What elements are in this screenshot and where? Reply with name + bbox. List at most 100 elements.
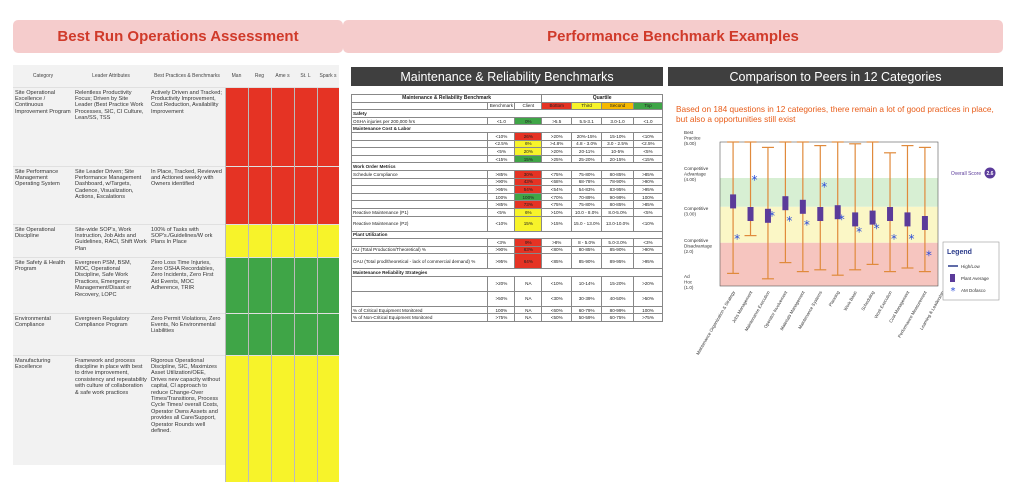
benchmark-value-cell: 8 - 5.0%	[571, 238, 603, 247]
benchmark-value-cell: 5.5-3.1	[571, 116, 603, 126]
benchmark-value-cell: 80-85%	[601, 200, 635, 209]
benchmark-value-cell: <1.0	[487, 116, 516, 126]
y-axis-label: Best Practice (5.00)	[684, 130, 701, 146]
plant-average-marker	[904, 212, 911, 227]
benchmark-value-cell: <70%	[541, 192, 573, 202]
peer-comparison-header: Comparison to Peers in 12 Categories	[668, 67, 1003, 86]
benchmark-value-cell: <85%	[541, 253, 573, 270]
plant-average-marker	[764, 208, 771, 223]
assessment-score-cell	[270, 223, 294, 257]
benchmark-value-cell: 15%	[514, 215, 543, 232]
benchmark-table-panel: Maintenance & Reliability Benchmark Quart…	[350, 94, 663, 323]
benchmark-section-label: Plant Utilization	[351, 230, 663, 240]
assessment-score-cell	[270, 86, 294, 166]
assessment-score-cell	[247, 223, 271, 257]
benchmark-value-cell: 26%	[514, 131, 543, 141]
benchmark-col-header: Client	[514, 101, 543, 111]
category-label: Work Execution	[873, 290, 893, 320]
am-dofasco-marker: *	[821, 180, 827, 194]
assessment-score-cell	[270, 256, 294, 313]
benchmark-section-row: Maintenance Cost & Labor	[351, 124, 663, 133]
benchmark-value-cell: 10-14%	[571, 275, 603, 292]
assessment-score-cell	[316, 86, 339, 166]
assessment-col-header: Best Practices & Benchmarks	[149, 65, 225, 87]
benchmark-row: % of Critical Equipment Monitored 100% NA <…	[350, 305, 663, 315]
benchmark-section-row: Safety	[351, 109, 663, 118]
benchmark-value-cell: <10%	[633, 215, 663, 232]
assessment-row: Site Performance Management Operating Sy…	[13, 165, 339, 224]
benchmark-value-cell: 0%	[514, 116, 543, 126]
benchmark-value-cell: 100%	[633, 305, 663, 315]
benchmark-value-cell: >20%	[541, 147, 573, 156]
assessment-leader-cell: Framework and process discipline in plac…	[73, 354, 149, 482]
am-dofasco-marker: *	[804, 218, 810, 232]
assessment-score-cell	[316, 354, 339, 482]
benchmark-value-cell: NA	[514, 290, 543, 307]
benchmark-value-cell: <15%	[633, 154, 663, 164]
benchmark-value-cell: 15-10%	[601, 131, 635, 141]
assessment-category-cell: Site Performance Management Operating Sy…	[13, 165, 73, 224]
assessment-score-cell	[293, 312, 317, 355]
assessment-leader-cell: Evergreen Regulatory Compliance Program	[73, 312, 149, 355]
assessment-score-cell	[224, 223, 248, 257]
legend-box	[942, 241, 1000, 301]
peer-comparison-note: Based on 184 questions in 12 categories,…	[676, 104, 994, 125]
assessment-col-header: Category	[13, 65, 73, 87]
benchmark-section-label: Maintenance Reliability Strategies	[351, 268, 663, 277]
benchmark-metric-label	[350, 192, 489, 202]
assessment-score-cell	[247, 256, 271, 313]
benchmark-value-cell: <3%	[487, 238, 516, 247]
benchmark-value-cell: 60-79%	[571, 305, 603, 315]
benchmark-value-cell: 40-50%	[601, 290, 635, 307]
benchmark-value-cell: NA	[514, 313, 543, 323]
assessment-table: Category Leader Attributes Best Practices …	[13, 65, 339, 482]
benchmark-value-cell: 13.0-10.0%	[601, 215, 635, 232]
benchmark-row: 100% 100% <70% 70-89% 90-99% 100%	[350, 192, 663, 202]
benchmark-section-label: Safety	[351, 109, 663, 118]
benchmark-metric-label	[350, 154, 489, 164]
benchmark-value-cell: 100%	[487, 192, 516, 202]
benchmark-value-cell: 64%	[514, 253, 543, 270]
band-competitive	[720, 206, 938, 243]
plant-average-marker	[834, 205, 841, 220]
benchmark-value-cell: 83-95%	[601, 185, 635, 194]
quartile-header: Quartile	[541, 94, 663, 103]
legend-plant-average-label: Plant Average	[961, 276, 989, 281]
assessment-score-cell	[293, 354, 317, 482]
benchmark-col-header: Second	[601, 101, 635, 111]
assessment-score-cell	[224, 86, 248, 166]
assessment-best-cell: 100% of Tasks with SOP's./Guidelines/W o…	[149, 223, 225, 257]
benchmark-value-cell: 80-85%	[571, 245, 603, 255]
benchmark-metric-label: % of Critical Equipment Monitored	[350, 305, 489, 315]
benchmark-value-cell: 75-80%	[571, 169, 603, 179]
assessment-leader-cell: Site-wide SOP's, Work Instruction, Job A…	[73, 223, 149, 257]
assessment-score-cell	[247, 354, 271, 482]
am-dofasco-marker: *	[786, 214, 792, 228]
benchmark-row: >50% NA <30% 30-39% 40-50% >50%	[350, 290, 663, 307]
benchmark-value-cell: <30%	[541, 290, 573, 307]
benchmark-value-cell: <3%	[633, 238, 663, 247]
benchmark-value-cell: 100%	[487, 305, 516, 315]
benchmark-value-cell: <10%	[487, 131, 516, 141]
benchmark-section-row: Work Order Metrics	[351, 162, 663, 171]
legend-high-low-label: High/Low	[961, 264, 981, 269]
overall-score-label: Overall Score	[951, 171, 982, 177]
assessment-col-header: St. L	[294, 65, 317, 87]
assessment-leader-cell: Site Leader Driven; Site Performance Man…	[73, 165, 149, 224]
benchmark-value-cell: 15-20%	[601, 275, 635, 292]
banner-performance-benchmark: Performance Benchmark Examples	[343, 20, 1003, 53]
benchmark-value-cell: 80-85%	[601, 169, 635, 179]
benchmark-value-cell: 4.8 - 3.0%	[571, 139, 603, 149]
benchmark-col-header: Top	[633, 101, 663, 111]
plant-average-marker	[730, 194, 737, 209]
benchmark-value-cell: >4.8%	[541, 139, 573, 149]
benchmark-value-cell: 89-95%	[601, 253, 635, 270]
benchmark-value-cell: <15%	[487, 154, 516, 164]
benchmark-value-cell: <54%	[541, 185, 573, 194]
assessment-best-cell: Zero Loss Time Injuries, Zero OSHA Recor…	[149, 256, 225, 313]
am-dofasco-marker: *	[891, 232, 897, 246]
benchmark-value-cell: >50%	[633, 290, 663, 307]
assessment-score-cell	[293, 165, 317, 224]
benchmark-col-header: Benchmark	[487, 101, 516, 111]
benchmark-metric-label	[350, 200, 489, 209]
